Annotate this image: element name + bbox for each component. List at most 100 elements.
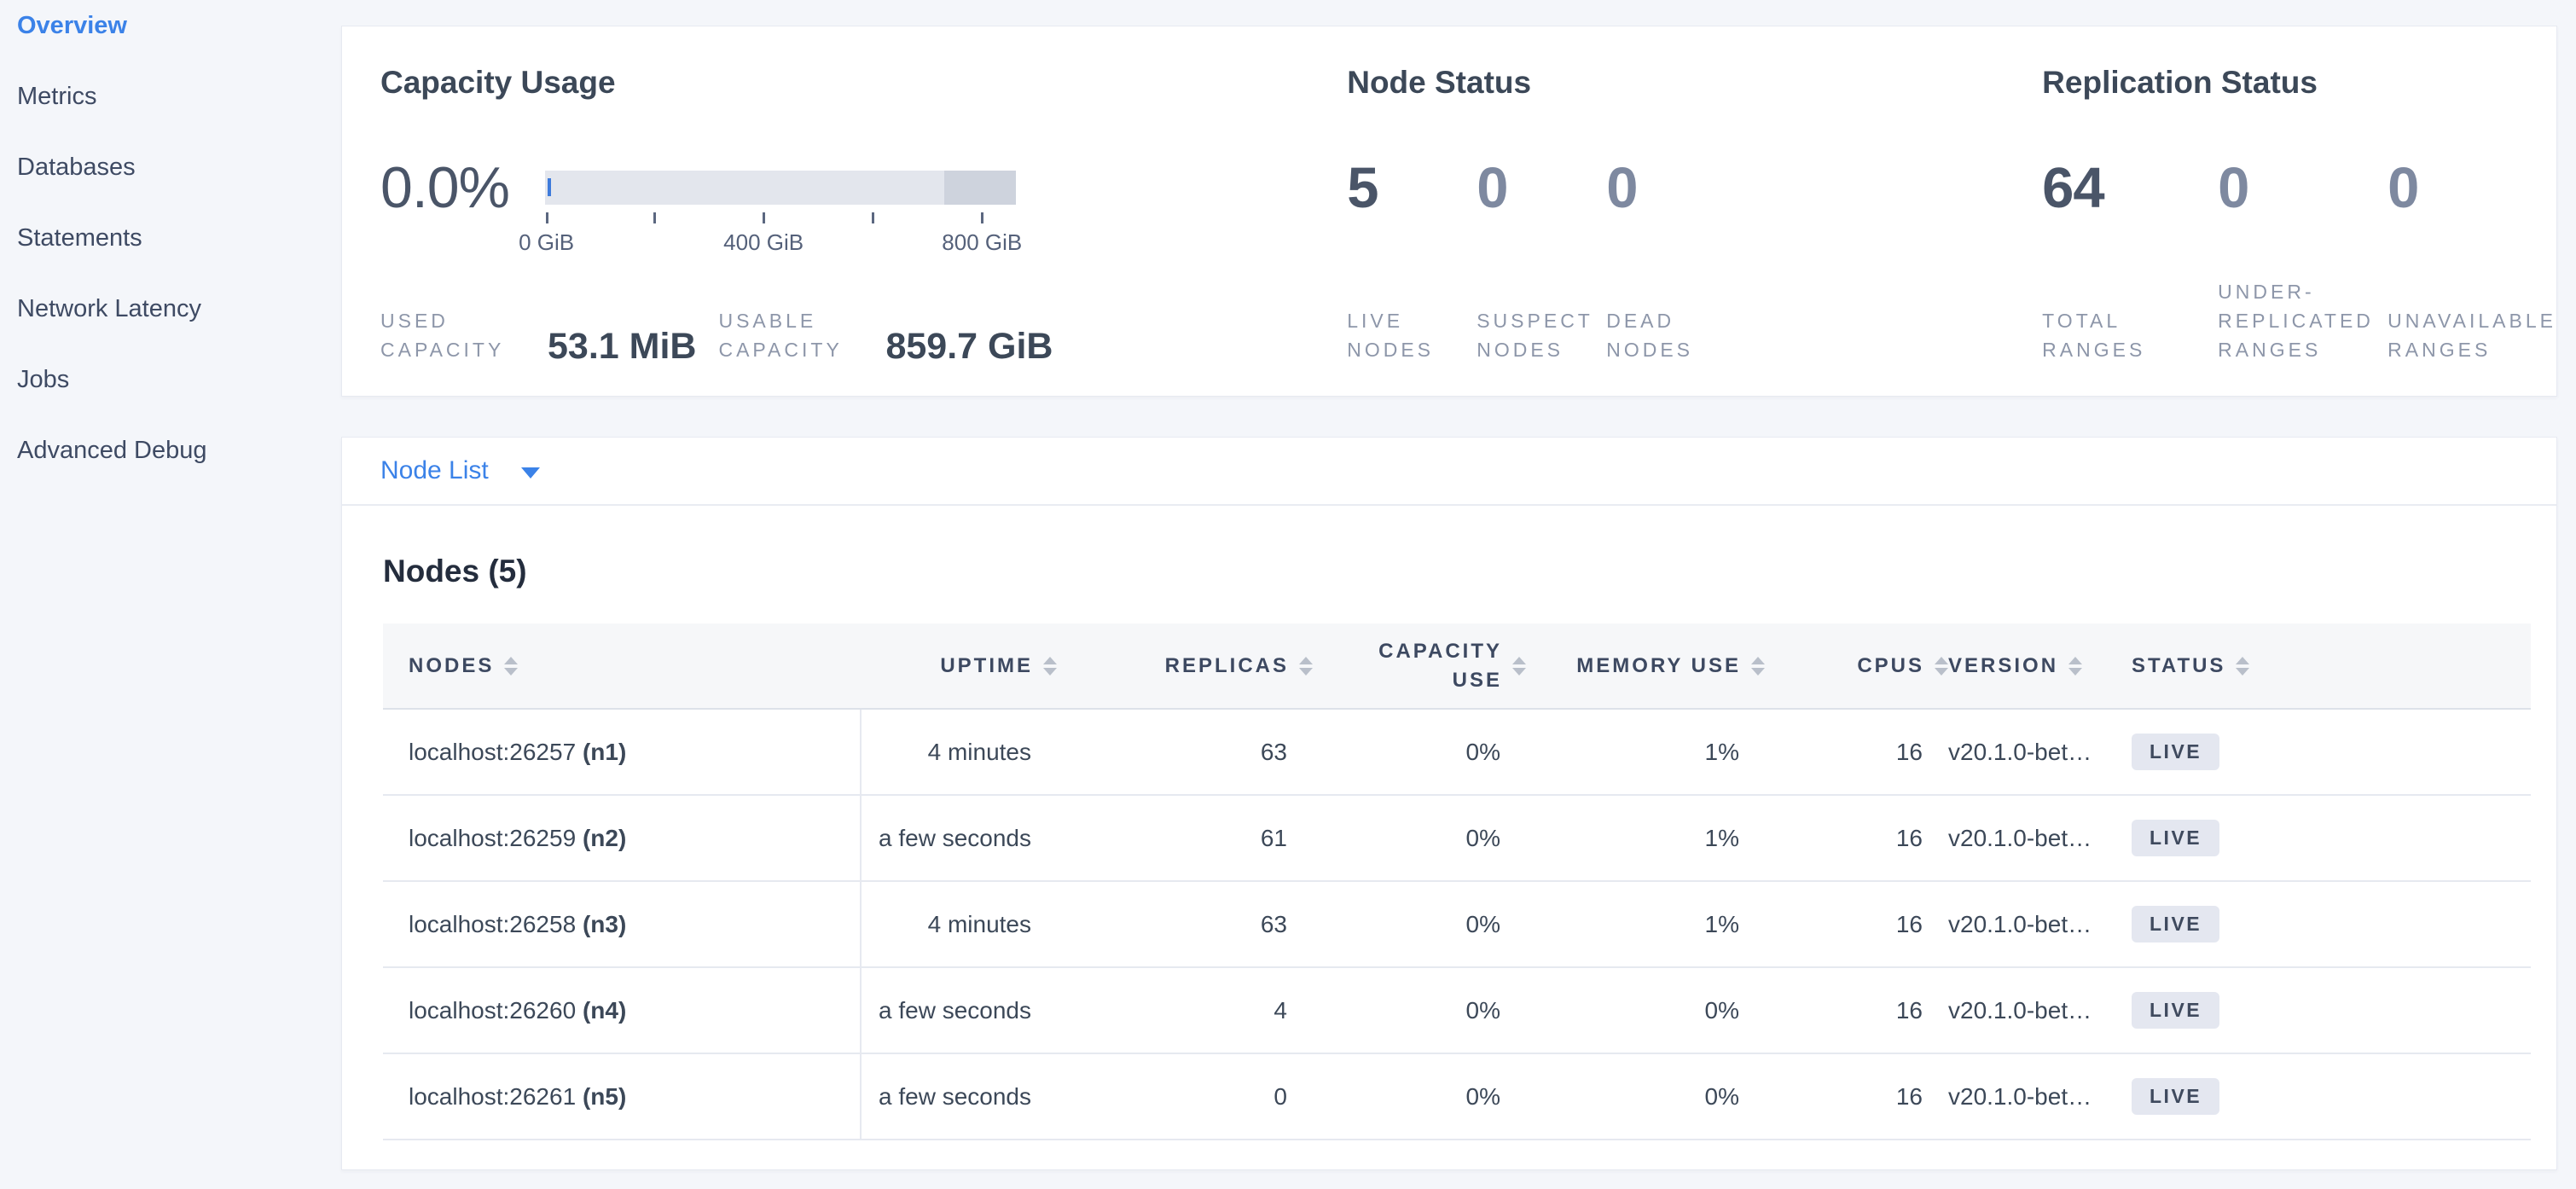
version-cell: v20.1.0-bet… <box>1948 967 2132 1054</box>
total-ranges-label: TOTAL RANGES <box>2042 309 2146 361</box>
sidebar-item-databases[interactable]: Databases <box>17 154 136 181</box>
capacity-usage-title: Capacity Usage <box>380 65 616 100</box>
column-header-cpus[interactable]: CPUS <box>1765 624 1948 710</box>
nodes-card: Node List Nodes (5) NODES UPTIME <box>341 437 2557 1170</box>
memory-use-cell: 0% <box>1526 967 1765 1054</box>
nodes-table: NODES UPTIME REPLICAS CAPACITY USE <box>383 624 2531 1140</box>
node-address-cell[interactable]: localhost:26259 (n2) <box>383 795 862 882</box>
status-badge: LIVE <box>2132 906 2220 942</box>
capacity-usage-section: Capacity Usage 0.0% 0 GiB 400 GiB <box>380 65 1347 368</box>
status-cell: LIVE <box>2132 709 2531 796</box>
table-header-row: NODES UPTIME REPLICAS CAPACITY USE <box>383 624 2531 710</box>
node-status-section: Node Status 5 0 0 LIVE NODES SUSPECT NOD… <box>1347 65 2042 364</box>
sort-icon[interactable] <box>1299 656 1313 676</box>
tick-400gib <box>763 212 766 223</box>
replicas-cell: 0 <box>1057 1053 1313 1140</box>
sort-icon[interactable] <box>1751 656 1765 676</box>
capacity-gauge-ticks <box>545 211 1016 224</box>
live-nodes-label: LIVE NODES <box>1347 309 1435 361</box>
uptime-cell: a few seconds <box>861 795 1057 882</box>
node-address-cell[interactable]: localhost:26260 (n4) <box>383 967 862 1054</box>
table-row[interactable]: localhost:26261 (n5) a few seconds 0 0% … <box>383 1053 2531 1140</box>
replicas-cell: 63 <box>1057 709 1313 796</box>
uptime-cell: 4 minutes <box>861 881 1057 968</box>
sort-icon[interactable] <box>1935 656 1948 676</box>
capacity-gauge-bar <box>545 170 1016 205</box>
sidebar-item-advanced-debug[interactable]: Advanced Debug <box>17 437 207 464</box>
cpus-cell: 16 <box>1765 795 1948 882</box>
capacity-use-cell: 0% <box>1313 1053 1526 1140</box>
usable-capacity-stat: USABLE CAPACITY 859.7 GiB <box>718 306 1053 368</box>
capacity-use-cell: 0% <box>1313 795 1526 882</box>
used-capacity-label: USED CAPACITY <box>380 309 505 361</box>
cpus-cell: 16 <box>1765 709 1948 796</box>
unavailable-ranges-count: 0 <box>2387 155 2419 220</box>
table-row[interactable]: localhost:26257 (n1) 4 minutes 63 0% 1% … <box>383 709 2531 796</box>
table-row[interactable]: localhost:26260 (n4) a few seconds 4 0% … <box>383 967 2531 1054</box>
status-cell: LIVE <box>2132 1053 2531 1140</box>
sort-icon[interactable] <box>1043 656 1057 676</box>
memory-use-cell: 1% <box>1526 795 1765 882</box>
sidebar-item-metrics[interactable]: Metrics <box>17 83 97 110</box>
usable-capacity-value: 859.7 GiB <box>885 326 1053 368</box>
node-list-dropdown[interactable]: Node List <box>342 438 2556 506</box>
column-header-status[interactable]: STATUS <box>2132 624 2531 710</box>
sidebar-item-jobs[interactable]: Jobs <box>17 366 70 393</box>
sort-icon[interactable] <box>1512 656 1526 676</box>
replication-status-title: Replication Status <box>2042 65 2318 100</box>
node-address-cell[interactable]: localhost:26261 (n5) <box>383 1053 862 1140</box>
table-row[interactable]: localhost:26258 (n3) 4 minutes 63 0% 1% … <box>383 881 2531 968</box>
version-cell: v20.1.0-bet… <box>1948 709 2132 796</box>
capacity-use-cell: 0% <box>1313 881 1526 968</box>
capacity-use-cell: 0% <box>1313 967 1526 1054</box>
sort-icon[interactable] <box>2068 656 2083 676</box>
capacity-gauge: 0 GiB 400 GiB 800 GiB <box>519 170 1022 255</box>
memory-use-cell: 0% <box>1526 1053 1765 1140</box>
column-header-uptime[interactable]: UPTIME <box>861 624 1057 710</box>
sidebar-item-statements[interactable]: Statements <box>17 224 142 252</box>
total-ranges-count: 64 <box>2042 155 2105 220</box>
column-header-capacity-use[interactable]: CAPACITY USE <box>1313 624 1526 710</box>
sidebar: Overview Metrics Databases Statements Ne… <box>0 12 341 508</box>
unavailable-ranges-label: UNAVAILABLE RANGES <box>2387 309 2556 361</box>
replicas-cell: 63 <box>1057 881 1313 968</box>
status-cell: LIVE <box>2132 881 2531 968</box>
node-list-dropdown-label[interactable]: Node List <box>380 456 489 484</box>
suspect-nodes-label: SUSPECT NODES <box>1477 309 1593 361</box>
axis-label-0gib: 0 GiB <box>519 229 575 255</box>
capacity-use-cell: 0% <box>1313 709 1526 796</box>
capacity-gauge-reserved-segment <box>944 170 1016 205</box>
axis-label-800gib: 800 GiB <box>942 229 1023 255</box>
replication-status-section: Replication Status 64 0 0 TOTAL RANGES U… <box>2042 65 2556 364</box>
status-badge: LIVE <box>2132 1078 2220 1115</box>
status-badge: LIVE <box>2132 734 2220 770</box>
replicas-cell: 61 <box>1057 795 1313 882</box>
live-nodes-count: 5 <box>1347 155 1378 220</box>
column-header-memory-use[interactable]: MEMORY USE <box>1526 624 1765 710</box>
table-row[interactable]: localhost:26259 (n2) a few seconds 61 0%… <box>383 795 2531 882</box>
capacity-used-percent: 0.0% <box>380 154 510 220</box>
cpus-cell: 16 <box>1765 881 1948 968</box>
column-header-replicas[interactable]: REPLICAS <box>1057 624 1313 710</box>
cluster-summary-card: Capacity Usage 0.0% 0 GiB 400 GiB <box>341 26 2557 397</box>
version-cell: v20.1.0-bet… <box>1948 795 2132 882</box>
sort-icon[interactable] <box>2236 656 2250 676</box>
sidebar-item-network-latency[interactable]: Network Latency <box>17 295 201 322</box>
uptime-cell: a few seconds <box>861 967 1057 1054</box>
status-cell: LIVE <box>2132 795 2531 882</box>
column-header-nodes[interactable]: NODES <box>383 624 861 710</box>
dead-nodes-count: 0 <box>1606 155 1638 220</box>
tick-600gib <box>872 212 875 223</box>
capacity-gauge-axis-labels: 0 GiB 400 GiB 800 GiB <box>519 229 1022 255</box>
node-address-cell[interactable]: localhost:26258 (n3) <box>383 881 862 968</box>
status-cell: LIVE <box>2132 967 2531 1054</box>
sort-icon[interactable] <box>504 656 519 676</box>
axis-label-400gib: 400 GiB <box>723 229 804 255</box>
nodes-table-title: Nodes (5) <box>383 554 527 589</box>
cpus-cell: 16 <box>1765 967 1948 1054</box>
column-header-version[interactable]: VERSION <box>1948 624 2132 710</box>
replicas-cell: 4 <box>1057 967 1313 1054</box>
node-address-cell[interactable]: localhost:26257 (n1) <box>383 709 862 796</box>
sidebar-item-overview[interactable]: Overview <box>17 12 127 39</box>
tick-0gib <box>545 212 548 223</box>
